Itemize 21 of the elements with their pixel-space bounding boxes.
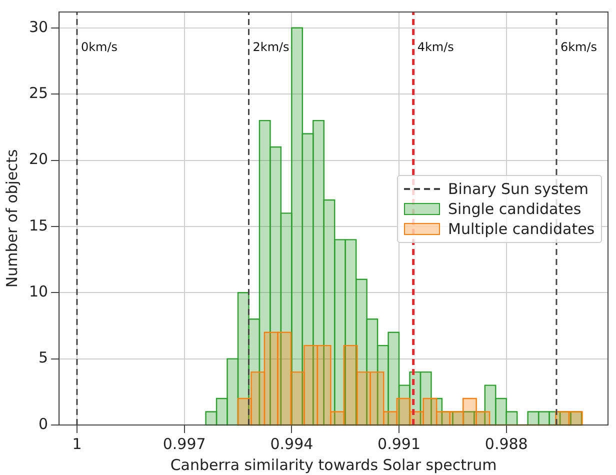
- x-tick-label: 0.991: [378, 434, 421, 453]
- x-tick-label: 0.988: [484, 434, 528, 453]
- y-axis-title: Number of objects: [2, 149, 21, 288]
- x-tick-label: 0.994: [270, 434, 314, 453]
- x-tick-label: 1: [72, 434, 82, 453]
- y-tick-label: 5: [38, 348, 48, 367]
- legend-label: Binary Sun system: [448, 178, 589, 198]
- y-tick-label: 15: [28, 216, 48, 234]
- y-tick-label: 20: [28, 150, 48, 168]
- y-tick-label: 25: [28, 84, 48, 102]
- annotation: 6km/s: [560, 40, 598, 54]
- annotation: 2km/s: [252, 40, 290, 54]
- y-tick-label: 10: [28, 282, 48, 301]
- annotation: 0km/s: [80, 40, 118, 54]
- legend-label: Multiple candidates: [448, 218, 595, 238]
- ref-line-label: 4km/s: [417, 40, 454, 54]
- x-axis-title: Canberra similarity towards Solar spectrum: [170, 456, 497, 474]
- y-tick-label: 0: [38, 414, 48, 433]
- x-tick-label: 0.997: [162, 434, 206, 453]
- y-tick-label: 30: [28, 18, 48, 36]
- legend-label: Single candidates: [448, 198, 582, 218]
